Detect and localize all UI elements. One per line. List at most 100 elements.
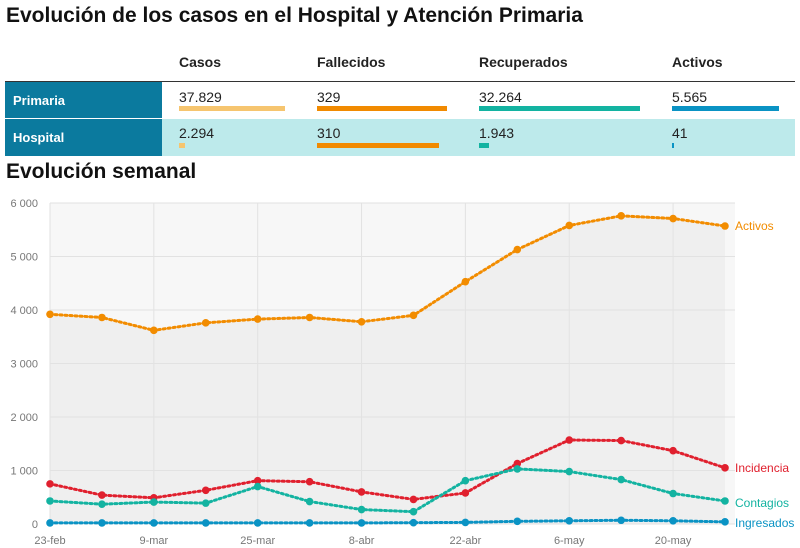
cell-primaria-recuperados: 32.264 [479,89,522,105]
x-tick-label: 25-mar [240,535,275,547]
weekly-evolution-chart: 0 1 000 2 000 3 000 4 000 5 000 6 000 23-feb 9-m… [10,198,794,547]
y-tick-label: 5 000 [10,252,38,264]
point-incidencia [513,459,522,468]
point-incidencia [357,488,366,496]
row-label-hospital: Hospital [5,119,162,156]
point-incidencia [565,436,574,444]
point-contagios [305,497,314,506]
x-tick-label: 20-may [655,535,692,547]
y-tick-label: 2 000 [10,412,38,424]
point-incidencia [253,476,262,485]
point-ingresados [150,519,158,527]
point-ingresados [201,519,210,527]
series-label-activos: Activos [735,219,774,233]
point-ingresados [305,519,314,527]
point-contagios [669,489,677,498]
row-label-primaria: Primaria [5,82,162,119]
point-contagios [617,475,625,484]
table-row-primaria: Primaria 37.829 329 32.264 5.565 [5,81,795,119]
bar-primaria-casos [179,106,285,111]
point-incidencia [98,491,106,499]
point-incidencia [669,446,677,455]
cell-primaria-activos: 5.565 [672,89,708,105]
point-ingresados [565,516,574,525]
series-line-incidencia [48,438,727,501]
series-label-contagios: Contagios [735,496,789,510]
y-tick-label: 6 000 [10,198,38,210]
point-activos [46,310,54,319]
x-tick-label: 22-abr [449,535,481,547]
point-ingresados [253,519,262,527]
point-contagios [98,500,106,509]
point-contagios [201,499,210,507]
point-incidencia [617,436,625,445]
y-tick-label: 1 000 [10,466,38,478]
series-line-contagios [48,467,727,514]
point-contagios [721,497,729,505]
point-contagios [461,476,470,485]
series-label-incidencia: Incidencia [735,461,789,475]
bar-primaria-fallecidos [317,106,447,111]
point-activos [305,313,314,322]
point-contagios [357,505,366,514]
point-activos [461,277,470,286]
x-tick-label: 8-abr [349,535,375,547]
point-ingresados [461,518,470,527]
series-line-activos [48,214,727,332]
table-row-hospital: Hospital 2.294 310 1.943 41 [5,118,795,156]
point-ingresados [617,516,625,525]
point-contagios [513,465,522,473]
point-contagios [46,497,54,505]
y-tick-label: 3 000 [10,359,38,371]
cell-hospital-activos: 41 [672,125,688,141]
section-title: Evolución semanal [6,160,197,183]
point-activos [98,313,106,322]
page-title: Evolución de los casos en el Hospital y … [6,4,583,27]
point-ingresados [513,517,522,526]
column-header-casos: Casos [179,54,222,70]
point-contagios [409,507,418,516]
point-activos [357,317,366,326]
point-activos [253,315,262,323]
point-incidencia [201,486,210,495]
cell-hospital-casos: 2.294 [179,125,215,141]
y-tick-label: 4 000 [10,305,38,317]
point-activos [617,212,625,220]
point-ingresados [409,518,418,527]
point-contagios [565,467,574,476]
point-activos [721,222,729,230]
bar-primaria-activos [672,106,779,111]
point-activos [201,319,210,327]
point-activos [565,221,574,230]
column-header-recuperados: Recuperados [479,54,568,70]
cell-hospital-fallecidos: 310 [317,125,341,141]
bar-hospital-fallecidos [317,143,439,148]
point-incidencia [721,464,729,472]
bar-hospital-recuperados [479,143,489,148]
column-header-activos: Activos [672,54,723,70]
point-incidencia [46,480,54,488]
x-tick-label: 23-feb [34,535,65,547]
point-activos [409,311,418,320]
series-line-ingresados [48,518,727,525]
cell-primaria-casos: 37.829 [179,89,222,105]
series-label-ingresados: Ingresados [735,516,794,530]
bar-primaria-recuperados [479,106,640,111]
y-tick-label: 0 [32,519,38,531]
point-incidencia [461,489,470,497]
point-contagios [150,498,158,506]
point-activos [150,326,158,335]
point-ingresados [46,519,54,527]
column-header-fallecidos: Fallecidos [317,54,386,70]
bar-hospital-casos [179,143,185,148]
x-tick-label: 6-may [554,535,585,547]
point-incidencia [305,477,314,486]
point-ingresados [98,519,106,527]
cell-primaria-fallecidos: 329 [317,89,341,105]
point-ingresados [357,519,366,527]
point-ingresados [669,516,677,525]
cell-hospital-recuperados: 1.943 [479,125,515,141]
point-activos [669,214,677,223]
point-activos [513,245,522,254]
point-incidencia [409,495,418,504]
